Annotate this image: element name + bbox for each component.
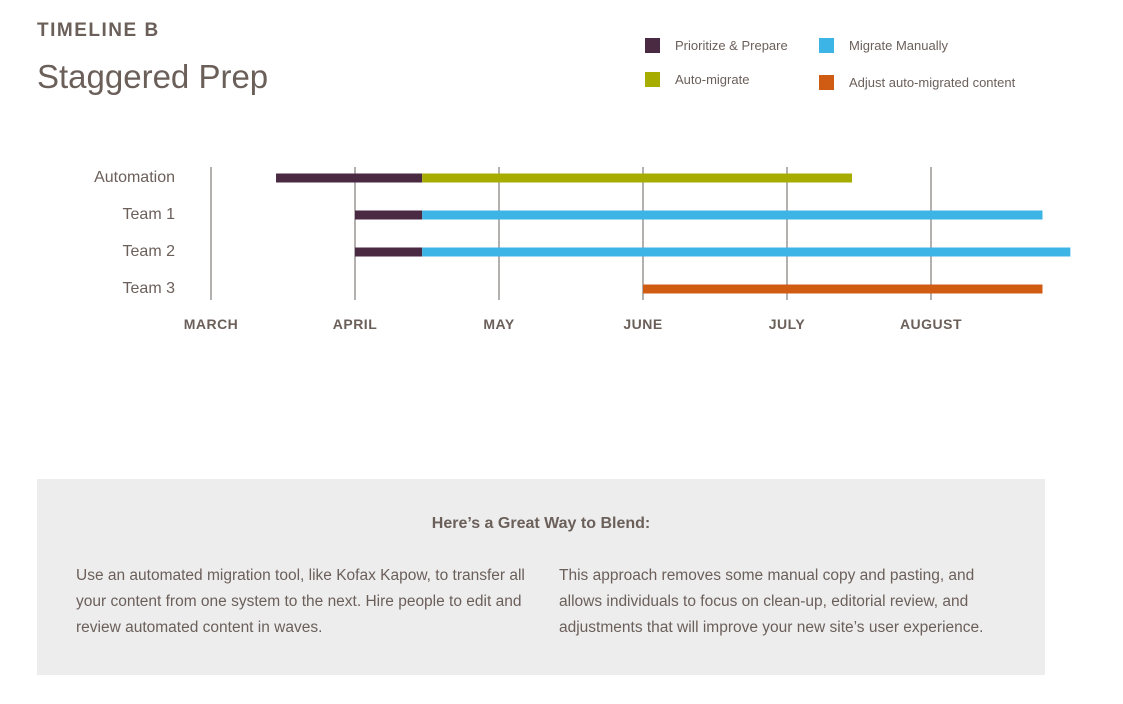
- bar-prioritize-prepare-team-1: [355, 210, 423, 220]
- row-label-automation: Automation: [94, 169, 175, 186]
- bar-adjust-auto-migrated-content-team-3: [643, 284, 1043, 294]
- tip-text-left: Use an automated migration tool, like Ko…: [76, 567, 525, 636]
- month-label-july: JULY: [769, 316, 806, 332]
- legend-swatch-adjust: [819, 75, 834, 90]
- row-label-team-1: Team 1: [123, 206, 176, 223]
- legend-item-adjust: Adjust auto-migrated content: [819, 75, 1015, 90]
- month-label-april: APRIL: [333, 316, 378, 332]
- bar-prioritize-prepare-automation: [276, 173, 423, 183]
- legend-swatch-prioritize: [645, 38, 660, 53]
- legend-label: Adjust auto-migrated content: [849, 75, 1016, 90]
- month-label-august: AUGUST: [900, 316, 962, 332]
- bar-auto-migrate-automation: [422, 173, 853, 183]
- legend-label: Auto-migrate: [675, 72, 750, 87]
- legend: Prioritize & Prepare Migrate Manually Au…: [645, 36, 1065, 96]
- row-label-team-2: Team 2: [123, 243, 176, 260]
- month-label-march: MARCH: [184, 316, 239, 332]
- page-title: Staggered Prep: [37, 58, 269, 95]
- legend-swatch-auto-migrate: [645, 72, 660, 87]
- month-label-june: JUNE: [623, 316, 662, 332]
- legend-item-migrate-manually: Migrate Manually: [819, 38, 948, 53]
- legend-item-auto-migrate: Auto-migrate: [645, 72, 749, 87]
- bar-prioritize-prepare-team-2: [355, 247, 423, 257]
- legend-label: Prioritize & Prepare: [675, 38, 788, 53]
- month-label-may: MAY: [483, 316, 514, 332]
- legend-swatch-migrate-manually: [819, 38, 834, 53]
- legend-item-prioritize: Prioritize & Prepare: [645, 38, 788, 53]
- legend-label: Migrate Manually: [849, 38, 948, 53]
- bar-migrate-manually-team-1: [422, 210, 1043, 220]
- timeline-eyebrow: TIMELINE B: [37, 20, 160, 41]
- timeline-chart: MARCH APRIL MAY JUNE JULY AUGUST Automation Tea…: [94, 167, 1071, 332]
- tip-box: Here’s a Great Way to Blend: Use an auto…: [37, 479, 1045, 675]
- bar-migrate-manually-team-2: [422, 247, 1071, 257]
- tip-heading: Here’s a Great Way to Blend:: [431, 515, 651, 532]
- row-label-team-3: Team 3: [123, 280, 176, 297]
- tip-text-right: This approach removes some manual copy a…: [559, 567, 984, 636]
